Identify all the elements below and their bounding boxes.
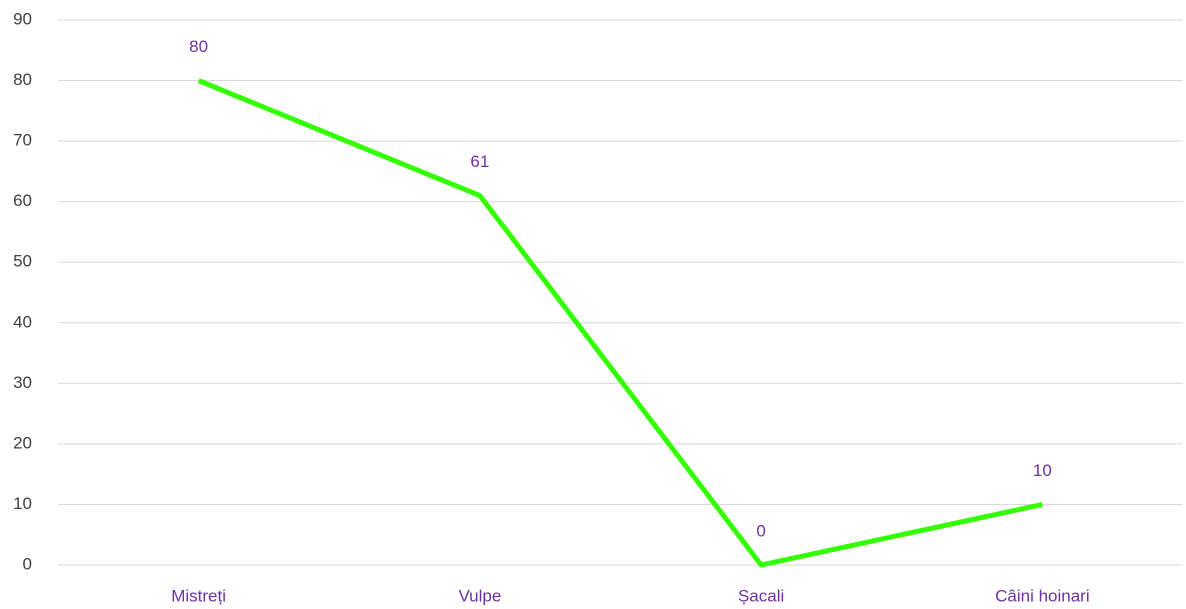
- data-label: 80: [189, 37, 208, 56]
- y-tick-label: 50: [13, 252, 32, 271]
- y-tick-label: 10: [13, 494, 32, 513]
- x-tick-label: Vulpe: [458, 586, 501, 605]
- data-label: 10: [1033, 461, 1052, 480]
- y-tick-label: 90: [13, 9, 32, 28]
- y-tick-label: 60: [13, 191, 32, 210]
- y-tick-label: 20: [13, 433, 32, 452]
- y-tick-label: 30: [13, 373, 32, 392]
- y-tick-label: 70: [13, 131, 32, 150]
- y-tick-label: 40: [13, 312, 32, 331]
- y-tick-label: 80: [13, 70, 32, 89]
- line: [197, 78, 1043, 568]
- y-tick-label: 0: [23, 554, 32, 573]
- x-tick-label: Mistreți: [171, 586, 226, 605]
- data-label: 61: [470, 152, 489, 171]
- x-tick-label: Șacali: [738, 586, 784, 605]
- x-tick-label: Câini hoinari: [995, 586, 1090, 605]
- data-label: 0: [756, 521, 765, 540]
